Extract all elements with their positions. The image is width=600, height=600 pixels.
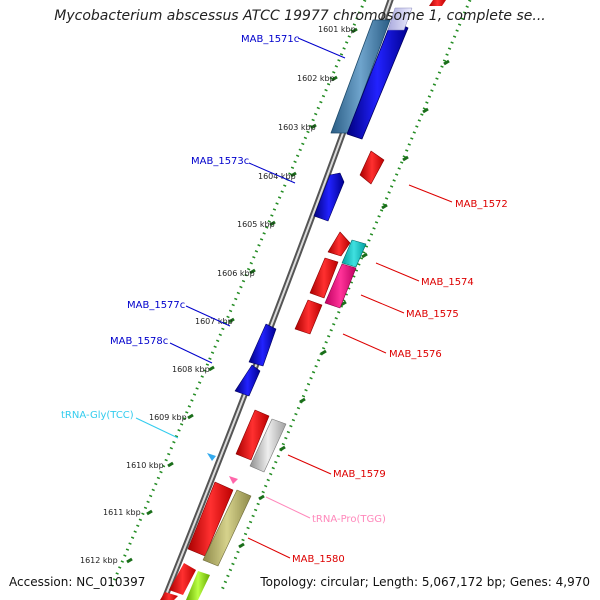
map-title: Mycobacterium abscessus ATCC 19977 chrom…: [54, 8, 546, 24]
gene-labels: MAB_1571c MAB_1573c MAB_1577c MAB_1578c …: [61, 34, 508, 565]
label-mab-1579: MAB_1579: [333, 469, 386, 480]
tick-label: 1602 kbp: [297, 74, 335, 83]
gene-mab-1579: [249, 418, 287, 473]
accession-text: Accession: NC_010397: [9, 575, 146, 589]
label-mab-1572: MAB_1572: [455, 199, 508, 210]
tick-label: 1611 kbp: [103, 508, 141, 517]
gene-red-1575a: [309, 257, 339, 299]
tick-label: 1612 kbp: [80, 556, 118, 565]
gene-red-1579a: [235, 409, 270, 461]
gene-mab-1576: [294, 299, 323, 335]
gene-red-1574a: [327, 231, 351, 257]
tick-label: 1604 kbp: [258, 172, 296, 181]
tick-label: 1606 kbp: [217, 269, 255, 278]
tick-label: 1601 kbp: [318, 25, 356, 34]
gene-mab-1574: [341, 239, 367, 268]
label-trna-pro: tRNA-Pro(TGG): [312, 514, 386, 525]
gene-features: [160, 0, 446, 600]
gene-red-bottom-1: [169, 563, 196, 595]
label-mab-1571c: MAB_1571c: [241, 34, 299, 45]
gene-top-red: [429, 0, 446, 6]
gene-mab-1580: [202, 489, 252, 567]
label-mab-1575: MAB_1575: [406, 309, 459, 320]
topology-text: Topology: circular; Length: 5,067,172 bp…: [260, 575, 590, 589]
label-mab-1580: MAB_1580: [292, 554, 345, 565]
kbp-tick-labels: 1601 kbp 1602 kbp 1603 kbp 1604 kbp 1605…: [80, 25, 356, 565]
label-mab-1573c: MAB_1573c: [191, 156, 249, 167]
label-mab-1578c: MAB_1578c: [110, 336, 168, 347]
label-trna-gly: tRNA-Gly(TCC): [61, 410, 134, 421]
gene-mab-1573c: [313, 172, 345, 222]
gene-mab-1572: [359, 150, 385, 185]
leader-lines: [135, 37, 453, 559]
gene-lavender: [387, 7, 413, 31]
gene-mab-1575: [324, 263, 357, 309]
tick-label: 1608 kbp: [172, 365, 210, 374]
left-track-ticks: [126, 27, 358, 564]
gene-trna-pro: [229, 476, 238, 484]
label-mab-1574: MAB_1574: [421, 277, 474, 288]
gene-lime-bottom: [186, 571, 210, 600]
right-track-ticks: [238, 59, 450, 549]
label-mab-1576: MAB_1576: [389, 349, 442, 360]
right-dotted-track: [220, 0, 472, 591]
tick-label: 1607 kbp: [195, 317, 233, 326]
gene-trna-gly: [207, 453, 216, 461]
tick-label: 1603 kbp: [278, 123, 316, 132]
gene-mab-1578c: [234, 364, 261, 397]
gene-red-bottom-2: [160, 592, 178, 600]
label-mab-1577c: MAB_1577c: [127, 300, 185, 311]
tick-label: 1605 kbp: [237, 220, 275, 229]
tick-label: 1609 kbp: [149, 413, 187, 422]
tick-label: 1610 kbp: [126, 461, 164, 470]
gene-mab-1577c: [248, 323, 277, 367]
